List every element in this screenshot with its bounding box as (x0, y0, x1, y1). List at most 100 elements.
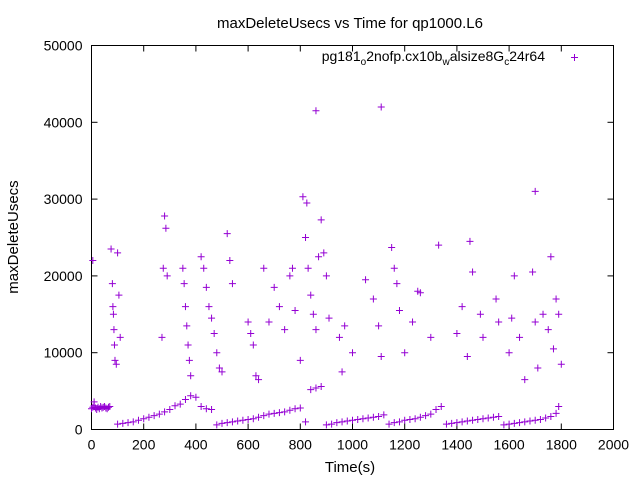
data-point (453, 330, 461, 337)
data-point (375, 322, 383, 330)
data-point (349, 416, 356, 424)
data-point (542, 414, 550, 422)
data-point (228, 280, 236, 288)
data-point (223, 230, 231, 238)
data-point (463, 417, 471, 425)
data-point (442, 420, 450, 428)
data-point (484, 414, 492, 422)
data-point (184, 341, 192, 349)
data-point (369, 413, 377, 421)
data-point (183, 322, 191, 330)
data-point (317, 216, 325, 224)
data-point (286, 406, 294, 414)
data-point (427, 333, 435, 341)
legend-marker (571, 54, 578, 61)
data-point (116, 333, 124, 341)
data-point (466, 237, 474, 245)
data-point (516, 333, 524, 341)
data-point (338, 368, 346, 376)
data-point (218, 368, 226, 376)
data-point (390, 264, 398, 272)
data-point (302, 418, 310, 426)
data-point (275, 409, 283, 417)
data-point (255, 376, 263, 384)
data-point (552, 295, 560, 303)
data-point (508, 314, 516, 322)
data-point (510, 272, 518, 280)
data-point (312, 107, 320, 115)
data-point (393, 280, 401, 288)
data-point (205, 303, 213, 311)
data-point (247, 330, 255, 337)
data-point (218, 419, 226, 427)
data-point (406, 416, 414, 424)
data-point (208, 314, 216, 322)
data-point (526, 417, 534, 425)
data-point (304, 264, 312, 272)
axis-ticks (91, 45, 614, 430)
data-point (296, 404, 304, 412)
data-point (114, 249, 122, 257)
data-point (362, 276, 370, 284)
data-point (325, 314, 333, 322)
x-axis-title: Time(s) (325, 459, 375, 476)
y-tick-label: 30000 (44, 191, 83, 207)
data-point (322, 272, 330, 280)
data-point (281, 326, 289, 334)
data-point (375, 412, 383, 420)
data-point (296, 356, 304, 364)
data-point (176, 400, 184, 408)
data-point (343, 417, 351, 425)
data-point (495, 318, 503, 326)
data-point (312, 326, 320, 334)
data-point (150, 412, 158, 420)
data-point (312, 384, 320, 392)
data-point (134, 416, 142, 424)
data-point (255, 413, 263, 421)
data-point (213, 349, 221, 357)
y-tick-label: 40000 (44, 114, 83, 130)
data-point (395, 418, 403, 426)
data-point (286, 272, 294, 280)
data-point (328, 420, 336, 428)
data-point (531, 416, 539, 424)
data-point (364, 414, 372, 422)
data-point (104, 403, 112, 411)
data-point (309, 310, 317, 318)
data-point (114, 420, 122, 428)
data-point (552, 409, 560, 417)
data-point (111, 356, 119, 364)
data-point (281, 408, 289, 416)
data-point (521, 376, 529, 384)
data-point (448, 419, 456, 427)
data-point (291, 306, 299, 314)
data-point (163, 272, 171, 280)
data-point (338, 418, 346, 426)
y-tick-label: 50000 (44, 38, 83, 54)
data-point (252, 372, 260, 380)
data-point (354, 416, 362, 424)
legend: pg181o2nofp.cx10bwalsize8Gc24r64 (322, 48, 578, 68)
data-point (249, 415, 257, 423)
x-tick-label: 1000 (337, 437, 368, 453)
data-point (435, 241, 443, 249)
data-point (437, 402, 445, 410)
data-point (161, 408, 169, 416)
data-point (385, 420, 393, 428)
data-point (108, 280, 116, 288)
data-point (317, 382, 325, 390)
data-point (458, 418, 466, 426)
data-point (492, 295, 500, 303)
y-tick-labels: 0 10000 20000 30000 40000 50000 (44, 38, 83, 438)
data-point (557, 360, 565, 368)
data-point (200, 264, 208, 272)
data-point (197, 402, 205, 410)
data-point (260, 412, 268, 420)
data-point (202, 283, 210, 291)
data-point (109, 310, 117, 318)
data-point (249, 341, 257, 349)
data-point (110, 341, 118, 349)
data-point (270, 283, 278, 291)
data-point (388, 243, 396, 251)
data-point (369, 295, 377, 303)
